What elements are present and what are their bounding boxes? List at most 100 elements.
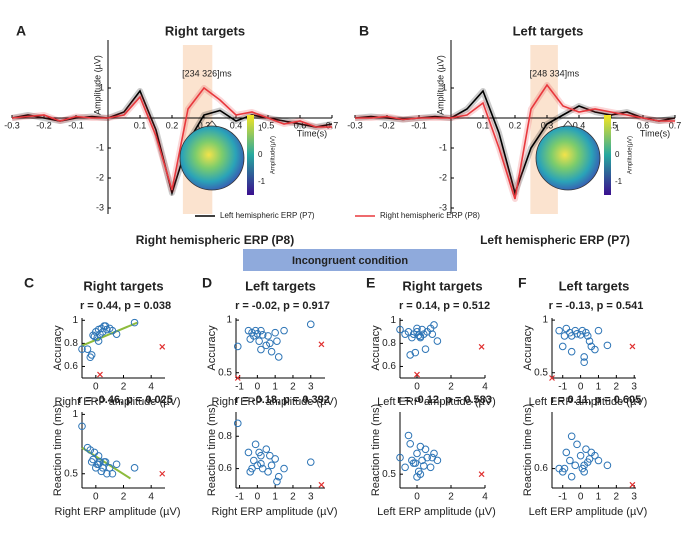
series-band: [11, 85, 332, 193]
data-point: [253, 461, 262, 470]
data-point: [130, 318, 139, 327]
x-tick-label: 0.1: [477, 120, 490, 130]
x-axis-label: Left ERP amplitude (µV): [377, 506, 496, 518]
data-point: [251, 326, 260, 335]
data-point: [580, 353, 588, 361]
data-point: [558, 342, 567, 351]
data-point: [258, 331, 267, 339]
data-point: [566, 456, 574, 465]
data-point: [255, 337, 263, 345]
y-tick-label: 0.5: [218, 367, 232, 378]
data-point: [257, 451, 265, 460]
x-tick-label: 0: [414, 382, 420, 393]
data-point: [264, 468, 272, 476]
data-point: [560, 332, 569, 340]
data-point: [411, 348, 420, 357]
data-point: [78, 422, 86, 431]
data-point: [406, 351, 415, 359]
y-tick-label: -2: [439, 172, 447, 182]
colorbar: [604, 115, 611, 195]
data-point: [571, 461, 580, 470]
x-tick-label: 0.2: [166, 120, 179, 130]
data-point: [246, 335, 255, 343]
x-axis-label: Time(s): [297, 128, 327, 138]
data-point: [112, 330, 121, 338]
y-tick-label: -3: [96, 202, 104, 212]
y-tick-label: 0.6: [534, 463, 548, 474]
x-axis-label: Left ERP amplitude (µV): [377, 396, 496, 408]
x-tick-label: 1: [596, 492, 602, 503]
y-tick-label: 1: [72, 409, 78, 420]
data-point: [250, 456, 258, 465]
data-point: [428, 330, 437, 338]
data-point: [257, 345, 265, 354]
data-point: [421, 445, 430, 454]
colorbar-tick-label: 1: [615, 123, 620, 132]
data-point: [274, 472, 283, 481]
outlier-point: [478, 343, 485, 350]
x-tick-label: 0: [255, 382, 261, 393]
data-point: [426, 463, 435, 472]
x-tick-label: 0.3: [198, 120, 211, 130]
outlier-point: [318, 341, 325, 348]
colorbar: [247, 115, 254, 195]
data-point: [562, 448, 571, 457]
data-point: [267, 461, 276, 470]
data-point: [257, 326, 265, 335]
x-tick-label: 0.4: [573, 120, 586, 130]
x-tick-label: 0: [578, 492, 584, 503]
x-tick-label: 2: [290, 382, 296, 393]
outlier-point: [629, 481, 636, 488]
section-label: Left hemispheric ERP (P7): [480, 233, 630, 247]
data-point: [396, 453, 404, 462]
x-tick-label: 0.6: [294, 120, 307, 130]
x-tick-label: 0: [414, 492, 420, 503]
y-tick-label: 0.5: [534, 367, 548, 378]
panel-letter: E: [366, 275, 375, 291]
y-tick-label: 1: [542, 315, 548, 326]
chart-title: Right targets: [402, 278, 482, 293]
x-axis-label: Left ERP amplitude (µV): [529, 506, 648, 518]
chart-title: Left targets: [245, 278, 316, 293]
x-tick-label: -1: [558, 492, 567, 503]
y-tick-label: -1: [96, 142, 104, 152]
y-tick-label: 0.5: [64, 468, 78, 479]
y-tick-label: 0.6: [64, 361, 78, 372]
topomap: [179, 125, 245, 191]
series-line: [355, 83, 675, 200]
data-point: [273, 477, 281, 486]
data-point: [271, 455, 279, 463]
data-point: [94, 337, 103, 345]
y-tick-label: 0.6: [382, 361, 396, 372]
outlier-point: [159, 343, 166, 350]
x-tick-label: 0: [93, 492, 99, 503]
x-tick-label: 3: [308, 382, 314, 393]
data-point: [567, 432, 576, 441]
x-tick-label: 1: [596, 382, 602, 393]
data-point: [246, 468, 255, 476]
colorbar-tick-label: 0: [615, 150, 620, 159]
data-point: [603, 341, 612, 350]
data-point: [411, 459, 420, 467]
data-point: [306, 458, 315, 466]
stat-label: r = 0.14, p = 0.512: [399, 300, 490, 312]
data-point: [576, 331, 585, 339]
y-axis-label: Amplitude (µV): [435, 55, 445, 115]
x-tick-label: -0.1: [411, 120, 427, 130]
annotation: [248 334]ms: [530, 68, 580, 78]
y-tick-label: 1: [72, 315, 78, 326]
x-tick-label: 3: [308, 492, 314, 503]
data-point: [83, 345, 92, 353]
x-tick-label: 2: [614, 382, 620, 393]
data-point: [416, 332, 425, 341]
data-point: [101, 322, 110, 330]
panel-letter: D: [202, 275, 212, 291]
data-point: [280, 326, 288, 335]
y-axis-label: Reaction time (ms): [522, 404, 534, 496]
legend-label: Right hemispheric ERP (P8): [380, 211, 480, 220]
data-point: [414, 331, 423, 340]
topomap-nose: [206, 120, 218, 128]
data-point: [78, 345, 86, 353]
x-tick-label: 2: [448, 382, 454, 393]
